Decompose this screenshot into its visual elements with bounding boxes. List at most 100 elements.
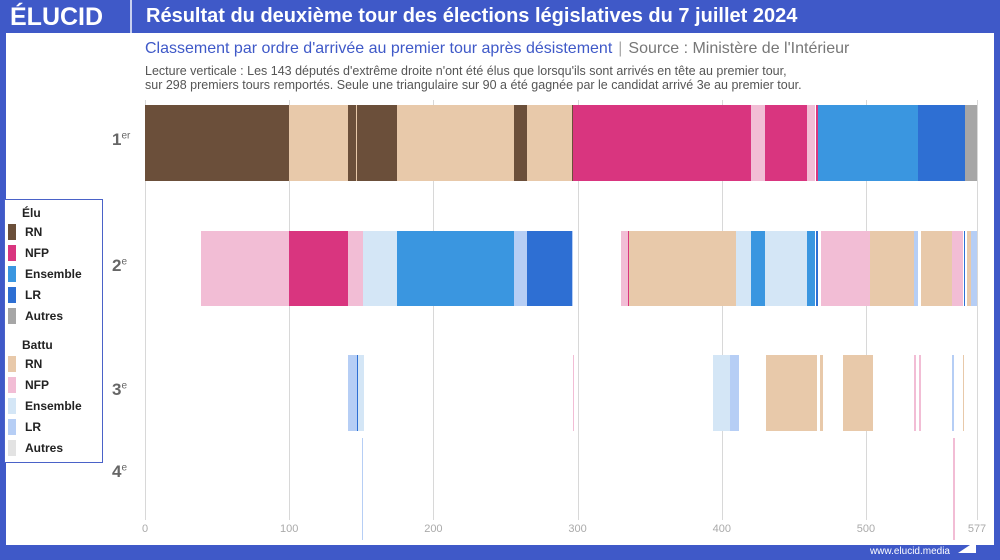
header: ÉLUCID Résultat du deuxième tour des éle… [0,0,1000,33]
bar-segment-lr_e [964,231,966,306]
bar-segment-ens_b [362,231,398,306]
bar-segment-ens_e [397,231,515,306]
legend-swatch [8,266,16,282]
header-divider [130,0,132,33]
bar-segment-lr_b [730,355,740,431]
bar-segment-rn_e [514,105,528,181]
row-label: 1er [112,130,130,150]
gridline [721,100,723,520]
bar-segment-nfp_b [348,231,363,306]
legend-item-elu-lr: LR [8,287,41,303]
bar-segment-rn_b [397,105,515,181]
bar-segment-nfp_b [201,231,290,306]
legend-label: Ensemble [25,267,82,281]
bar-segment-lr_b [913,231,918,306]
legend-label: Ensemble [25,399,82,413]
bar-segment-nfp_b [953,438,955,540]
row-label: 3e [112,380,127,400]
gridline [433,100,435,520]
bar-segment-nfp_e [628,231,630,306]
x-tick-label: 0 [141,523,149,535]
bar-segment-ens_b [736,231,751,306]
bar-segment-rn_b [819,355,823,431]
bar-segment-nfp_b [952,231,963,306]
bar-segment-rn_b [766,355,817,431]
x-tick-label: 100 [280,523,299,535]
bar-segment-nfp_e [765,105,807,181]
bar-segment-rn_b [629,231,737,306]
legend-item-battu-lr: LR [8,419,41,435]
legend-label: NFP [25,246,49,260]
x-tick-label: 300 [568,523,587,535]
bar-segment-lr_e [527,231,572,306]
row-label-rank: 2 [112,256,122,275]
bar-segment-nfp_e [628,105,751,181]
bar-segment-nfp_b [806,105,816,181]
bar-segment-nfp_b [821,231,871,306]
footer-url[interactable]: www.elucid.media [869,546,950,557]
bar-segment-ens_e [750,231,766,306]
gridline [865,100,867,520]
bar-segment-rn_b [355,105,357,181]
row-label: 4e [112,462,127,482]
subtitle-main: Classement par ordre d'arrivée au premie… [145,40,613,57]
bar-segment-rn_b [527,105,572,181]
reading-note: Lecture verticale : Les 143 députés d'ex… [145,64,802,92]
legend-label: RN [25,357,43,371]
bar-segment-lr_b [571,231,574,306]
bar-segment-rn_b [842,355,874,431]
plot-area: 0 100 200 300 400 500 577 [142,100,986,540]
x-tick-label: 577 [967,523,987,535]
elucid-logo: ÉLUCID [10,3,104,31]
bar-segment-rn_b [966,231,972,306]
legend-swatch [8,356,16,372]
gridline [145,100,146,520]
legend-item-elu-autres: Autres [8,308,63,324]
reading-line-1: Lecture verticale : Les 143 députés d'ex… [145,64,787,78]
legend-item-elu-nfp: NFP [8,245,49,261]
row-label-suffix: e [121,462,128,474]
gridline [289,100,291,520]
bar-segment-nfp_b [620,231,629,306]
row-label-rank: 4 [112,462,122,481]
reading-line-2: sur 298 premiers tours remportés. Seule … [145,78,802,92]
legend-label: RN [25,225,43,239]
legend-swatch [8,440,16,456]
bar-segment-lr_b [514,231,528,306]
bar-segment-lr_e [917,105,966,181]
legend-item-elu-ensemble: Ensemble [8,266,82,282]
row-label-rank: 3 [112,380,122,399]
legend-swatch [8,308,16,324]
row-label: 2e [112,256,127,276]
source-text: Source : Ministère de l'Intérieur [628,40,850,57]
bar-segment-rn_e [348,105,356,181]
bar-segment-ens_e [818,105,918,181]
bar-segment-rn_e [145,105,290,181]
bar-segment-lr_b [971,231,977,306]
legend-elu-title: Élu [22,206,41,220]
x-tick-label: 500 [856,523,876,535]
row-label-suffix: e [121,380,128,392]
legend-item-battu-ensemble: Ensemble [8,398,82,414]
bar-segment-ens_b [358,355,365,431]
legend-label: Autres [25,441,64,455]
legend-item-battu-rn: RN [8,356,42,372]
legend-item-battu-autres: Autres [8,440,63,456]
legend-swatch [8,377,16,393]
elucid-mark-icon [958,541,976,553]
legend-swatch [8,419,16,435]
page-title: Résultat du deuxième tour des élections … [146,5,798,27]
legend-label: LR [25,420,41,434]
bar-segment-rn_e [356,105,398,181]
bar-segment-nfp_e [289,231,349,306]
bar-segment-rn_b [289,105,349,181]
legend-swatch [8,245,16,261]
bar-segment-rn_e [571,105,574,181]
legend-item-battu-nfp: NFP [8,377,49,393]
bar-segment-ens_b [713,355,731,431]
bar-segment-lr_b [952,355,954,431]
row-label-suffix: e [121,256,128,268]
bar-segment-nfp_b [750,105,766,181]
bar-segment-lr_e [356,355,359,431]
legend-label: Autres [25,309,64,323]
